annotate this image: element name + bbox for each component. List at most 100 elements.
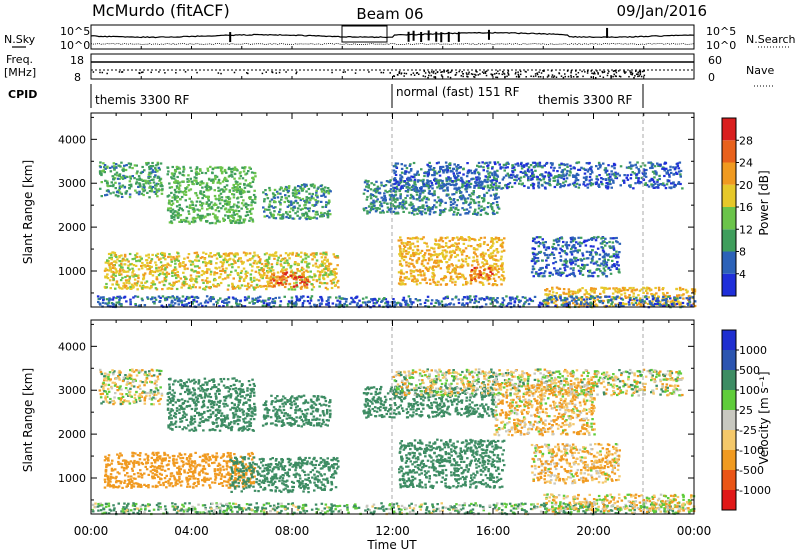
power-cell — [596, 275, 600, 278]
power-cell — [651, 163, 654, 166]
power-cell — [616, 172, 620, 175]
power-cell — [165, 271, 169, 274]
power-cell — [417, 257, 421, 260]
power-cell — [104, 267, 108, 270]
power-cell — [372, 189, 376, 192]
power-cell — [432, 265, 436, 268]
power-cell — [193, 209, 196, 212]
power-cell — [645, 289, 648, 292]
power-cell — [441, 240, 445, 243]
power-cell — [415, 193, 419, 196]
nave-point — [497, 70, 499, 72]
power-cell — [563, 266, 566, 269]
power-cell — [415, 278, 419, 281]
power-cell — [177, 259, 180, 262]
power-cell — [496, 169, 499, 172]
power-cell — [218, 166, 222, 169]
power-cell — [309, 253, 313, 256]
power-cell — [369, 202, 373, 205]
power-cell — [167, 194, 171, 197]
power-cell — [326, 213, 329, 216]
power-cell — [420, 186, 423, 189]
power-cell — [440, 185, 443, 188]
power-cell — [604, 265, 608, 268]
power-cell — [124, 275, 127, 279]
power-cell — [259, 276, 263, 279]
power-cell — [182, 180, 185, 183]
power-cell — [301, 213, 304, 216]
power-cell — [197, 271, 201, 274]
power-cell — [534, 272, 538, 275]
power-cell — [249, 208, 253, 211]
power-cell — [326, 187, 330, 190]
power-cell — [595, 304, 599, 307]
power-cell — [262, 268, 265, 271]
nave-point — [468, 71, 470, 74]
power-cell — [483, 180, 486, 183]
power-cell — [693, 304, 697, 308]
power-cell — [367, 186, 370, 189]
power-cell — [437, 246, 440, 250]
nave-point — [591, 72, 593, 75]
power-cell — [482, 187, 485, 190]
power-cell — [556, 181, 560, 184]
power-cell — [438, 187, 442, 190]
power-cell — [323, 273, 326, 276]
power-cell — [314, 199, 317, 202]
power-cell — [559, 237, 562, 240]
power-cell — [458, 171, 461, 174]
power-cell — [413, 245, 417, 248]
power-cell — [418, 199, 422, 202]
power-cell — [206, 213, 209, 216]
power-cell — [580, 242, 584, 245]
power-cell — [311, 183, 315, 186]
power-cell — [160, 184, 163, 187]
nave-point — [501, 73, 504, 76]
power-cell — [615, 240, 618, 243]
power-cell — [131, 167, 134, 170]
power-cell — [396, 162, 400, 165]
power-cell — [668, 295, 671, 298]
power-cell — [441, 253, 445, 256]
power-cell — [684, 288, 688, 291]
power-cell — [477, 161, 481, 164]
power-cell — [577, 161, 581, 164]
power-cell — [112, 264, 116, 267]
nave-point — [440, 74, 443, 76]
power-cell — [268, 253, 271, 256]
power-cell — [500, 264, 504, 267]
power-cell — [568, 174, 571, 177]
power-cell — [224, 214, 227, 217]
power-cell — [312, 197, 315, 200]
power-cell — [641, 304, 644, 307]
power-cell — [626, 289, 630, 292]
power-cell — [224, 252, 227, 255]
power-cell — [399, 251, 402, 254]
power-cell — [560, 170, 563, 173]
power-cell — [399, 179, 402, 182]
power-cell — [271, 192, 275, 195]
freq-tick-top: 18 — [70, 54, 84, 67]
power-cell — [598, 166, 602, 169]
power-cell — [183, 189, 187, 192]
power-cell — [398, 203, 402, 206]
nave-point — [233, 71, 236, 74]
power-cell — [615, 177, 619, 180]
power-cell — [616, 260, 619, 264]
power-cell — [424, 252, 427, 255]
power-cell — [230, 215, 234, 218]
power-cell — [238, 191, 242, 194]
power-cell — [453, 269, 456, 272]
power-cell — [176, 200, 179, 203]
power-cell — [442, 245, 445, 249]
nave-point — [484, 72, 487, 74]
power-cell — [220, 172, 224, 175]
power-cell — [486, 276, 489, 279]
power-cell — [671, 182, 675, 185]
power-cell — [157, 258, 161, 261]
power-cell — [264, 208, 267, 211]
power-cell — [141, 165, 144, 169]
power-cell — [567, 290, 571, 293]
power-cell — [449, 177, 452, 180]
power-cell — [521, 182, 524, 185]
